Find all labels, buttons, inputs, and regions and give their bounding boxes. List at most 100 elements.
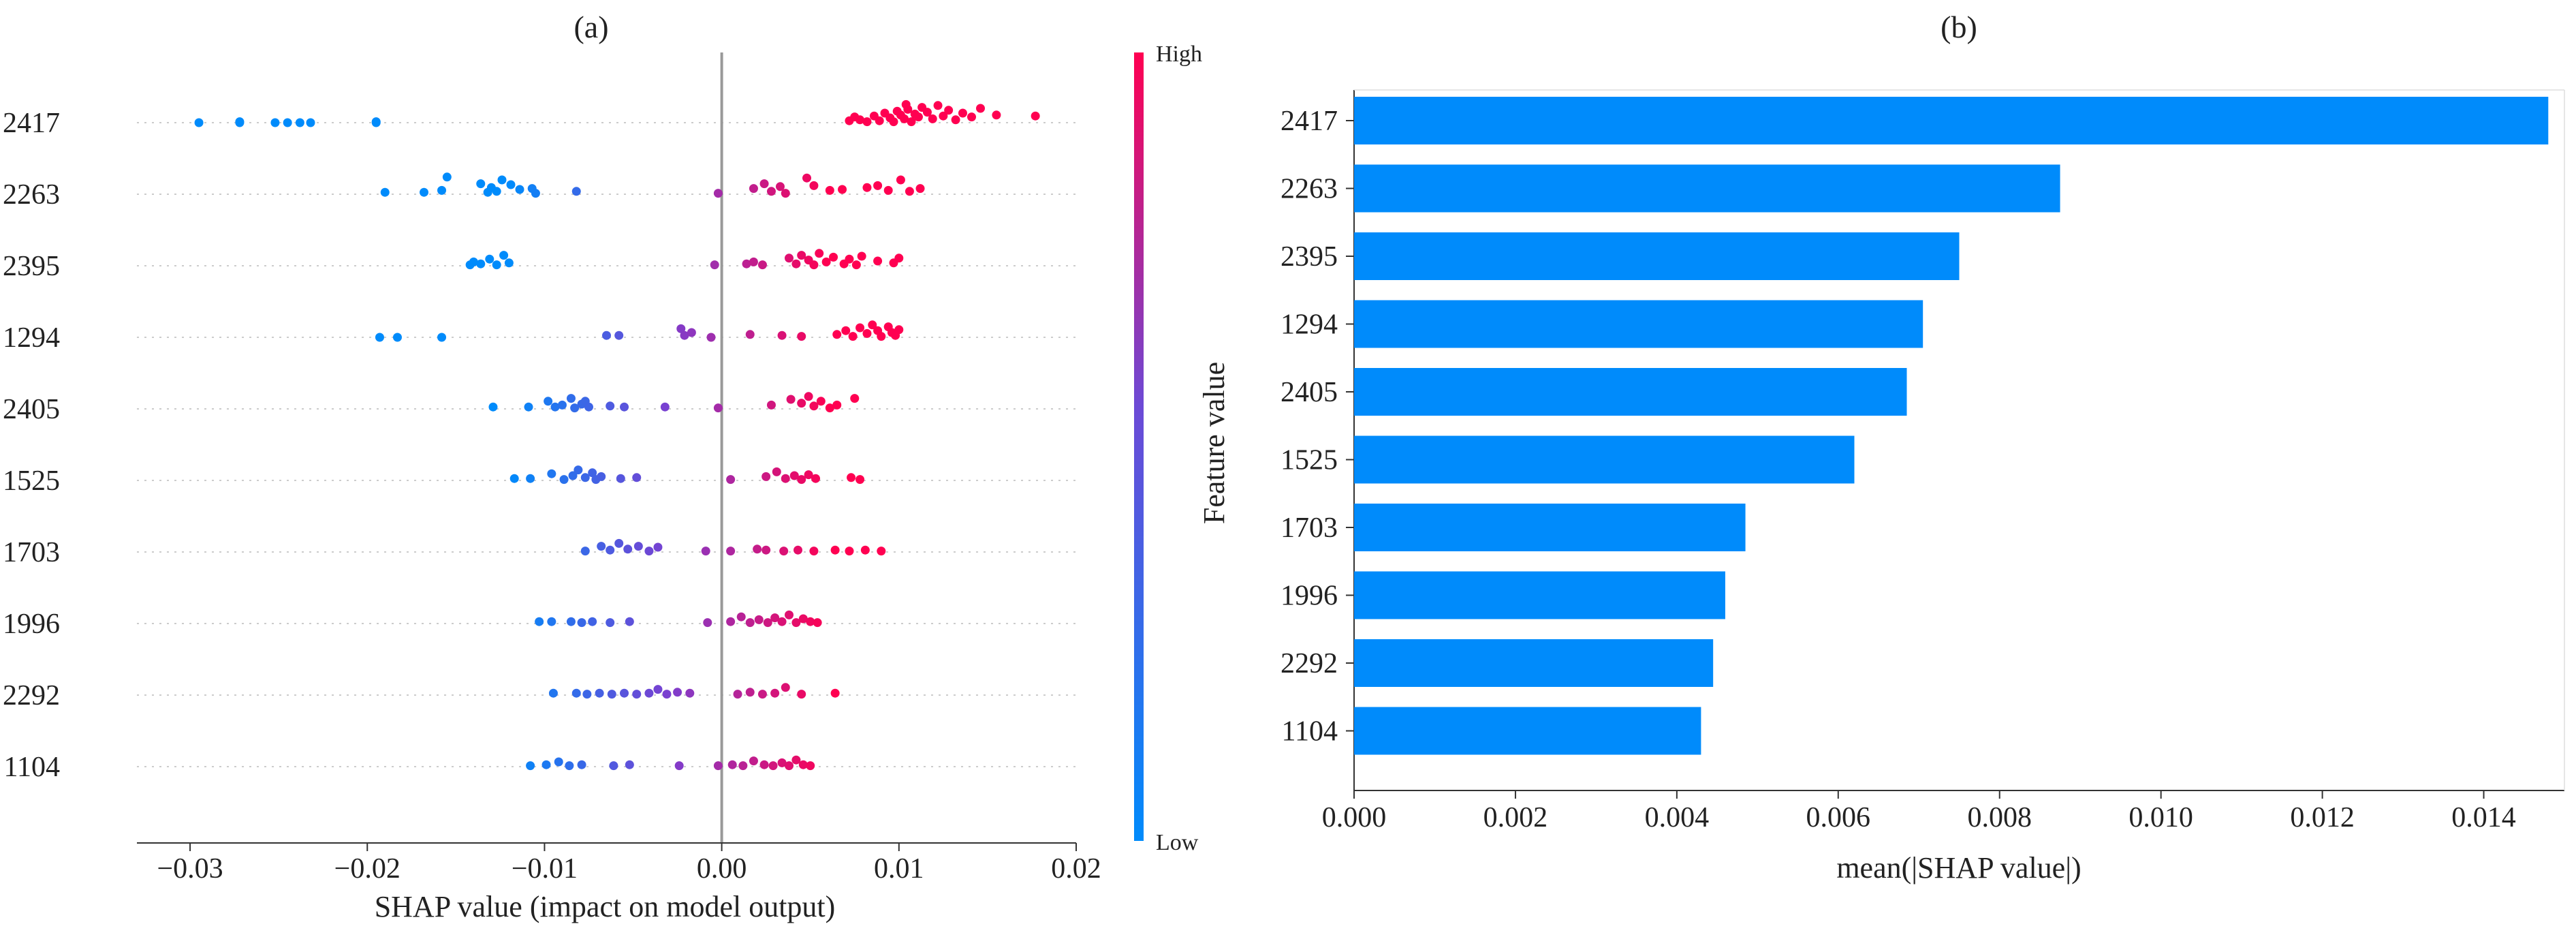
- x-tick-label: −0.01: [512, 853, 578, 885]
- bar-category-label: 1294: [1281, 309, 1338, 341]
- shap-dot: [547, 617, 556, 626]
- shap-dot: [492, 187, 501, 196]
- bar-title: (b): [1941, 10, 1977, 44]
- x-tick-label: 0.002: [1483, 802, 1548, 833]
- shap-dot: [873, 181, 883, 190]
- shap-dot: [903, 104, 913, 114]
- shap-dot: [509, 474, 519, 483]
- shap-dot: [784, 761, 794, 771]
- shap-dot: [841, 326, 851, 335]
- shap-dot: [606, 401, 615, 411]
- shap-dot: [992, 110, 1001, 120]
- shap-dot: [784, 610, 794, 619]
- x-tick-label: 0.02: [1051, 853, 1101, 885]
- shap-dot: [745, 330, 755, 339]
- shap-dot: [855, 115, 865, 125]
- x-tick-label: −0.03: [157, 853, 223, 885]
- shap-dot: [761, 472, 771, 481]
- bar-x-label: mean(|SHAP value|): [1836, 851, 2081, 885]
- feature-label: 1525: [3, 465, 60, 497]
- shap-dot: [749, 257, 758, 266]
- shap-dot: [570, 403, 580, 413]
- shap-dot: [270, 118, 280, 127]
- feature-label: 1294: [3, 322, 60, 354]
- bar-category-label: 1703: [1281, 512, 1338, 544]
- shap-dot: [726, 475, 736, 485]
- shap-dot: [625, 760, 634, 769]
- bar-category-label: 1525: [1281, 445, 1338, 476]
- bar-category-label: 2395: [1281, 241, 1338, 273]
- shap-dot: [703, 618, 712, 628]
- shap-dot: [614, 331, 624, 340]
- shap-dot: [550, 402, 560, 412]
- shap-dot: [547, 469, 556, 478]
- colorbar-low-label: Low: [1156, 830, 1199, 855]
- shap-dot: [504, 258, 514, 268]
- bar: [1354, 504, 1746, 551]
- shap-dot: [768, 761, 778, 771]
- shap-dot: [855, 475, 865, 485]
- bar: [1354, 707, 1701, 755]
- bar-category-label: 1104: [1282, 716, 1338, 748]
- shap-dot: [928, 114, 937, 123]
- shap-dot: [736, 612, 746, 621]
- shap-dot: [531, 189, 540, 198]
- shap-dot: [763, 618, 772, 628]
- shap-dot: [588, 617, 597, 626]
- shap-dot: [653, 685, 663, 694]
- shap-dot: [749, 756, 758, 766]
- shap-dot: [1031, 111, 1040, 121]
- shap-dot: [838, 185, 847, 194]
- shap-dot: [727, 760, 737, 769]
- shap-dot: [825, 185, 834, 195]
- shap-dot: [791, 259, 801, 268]
- bar-category-labels: 2417 2263 2395 1294 2405 1525 1703 1996 2292 1104: [1281, 106, 1354, 748]
- shap-dot: [485, 254, 494, 264]
- shap-dot: [753, 544, 762, 554]
- shap-dot: [660, 402, 670, 412]
- shap-dot: [975, 104, 985, 113]
- shap-dot: [875, 116, 884, 125]
- bar-category-label: 2292: [1281, 648, 1338, 679]
- shap-dot: [614, 538, 624, 548]
- shap-dot: [595, 688, 604, 698]
- shap-dot: [825, 403, 834, 413]
- shap-dot: [644, 688, 654, 698]
- shap-dot: [791, 755, 801, 765]
- shap-dot: [832, 400, 842, 410]
- shap-dot: [706, 333, 716, 342]
- x-tick-label: 0.006: [1806, 802, 1871, 833]
- shap-dot: [806, 617, 815, 626]
- shap-dot: [766, 400, 776, 410]
- bar-category-label: 2405: [1281, 377, 1338, 408]
- shap-dot: [770, 688, 780, 698]
- shap-dot: [862, 328, 872, 338]
- shap-dot: [797, 690, 806, 699]
- bar: [1354, 435, 1855, 484]
- shap-dot: [283, 118, 292, 127]
- bar-y-label: Feature value: [1197, 362, 1231, 524]
- shap-dot: [868, 320, 877, 330]
- shap-dot: [597, 542, 606, 551]
- feature-label: 2292: [3, 680, 60, 711]
- shap-dot: [680, 331, 689, 340]
- shap-dot: [877, 332, 886, 341]
- shap-dot: [797, 332, 806, 341]
- x-tick-label: 0.000: [1322, 802, 1387, 833]
- shap-dot: [676, 324, 686, 333]
- shap-dot: [829, 252, 838, 262]
- shap-dot: [809, 260, 819, 270]
- shap-dot: [802, 173, 812, 183]
- shap-dot: [830, 688, 840, 698]
- shap-dot: [791, 618, 801, 628]
- bar: [1354, 571, 1725, 619]
- shap-dot: [797, 399, 806, 408]
- shap-dot: [832, 330, 842, 339]
- shap-dot: [900, 114, 909, 123]
- bar-category-label: 1996: [1281, 581, 1338, 612]
- bar: [1354, 368, 1907, 416]
- shap-dot: [816, 397, 826, 406]
- shap-dot: [766, 187, 776, 196]
- shap-dot: [862, 117, 872, 127]
- x-tick-label: 0.004: [1645, 802, 1710, 833]
